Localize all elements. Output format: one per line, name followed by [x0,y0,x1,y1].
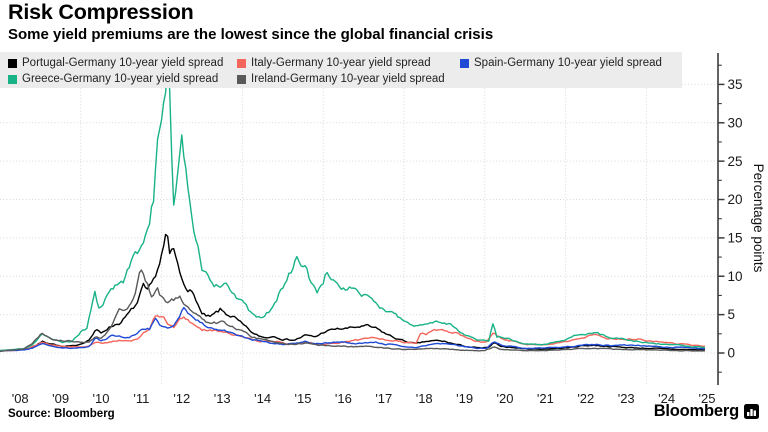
x-tick-label: '12 [173,391,190,406]
x-tick-label: '14 [254,391,271,406]
brand-mark: Bloomberg [654,402,759,421]
x-tick-label: '25 [699,391,716,406]
x-tick-label: '20 [497,391,514,406]
legend-swatch-greece [8,74,17,84]
legend-swatch-ireland [237,74,246,84]
page-title: Risk Compression [8,0,194,24]
x-tick-label: '22 [577,391,594,406]
y-tick-label: 10 [728,269,743,284]
y-tick-label: 20 [728,192,743,207]
line-portugal [0,233,705,352]
legend-item-portugal: Portugal-Germany 10-year yield spread [8,56,223,70]
x-tick-label: '15 [295,391,312,406]
x-tick-label: '09 [52,391,69,406]
brand-wordmark: Bloomberg [653,402,739,420]
x-tick-label: '13 [214,391,231,406]
y-tick-label: 0 [728,346,736,361]
x-tick-label: '21 [537,391,554,406]
line-italy [0,315,706,352]
legend-item-italy: Italy-Germany 10-year yield spread [237,56,431,70]
x-tick-label: '24 [658,391,675,406]
line-greece [0,60,706,352]
y-tick-label: 25 [728,154,743,169]
x-tick-label: '11 [133,391,149,406]
legend-label: Greece-Germany 10-year yield spread [22,73,219,85]
chart-subtitle: Some yield premiums are the lowest since… [8,26,494,43]
x-tick-label: '19 [456,391,473,406]
line-ireland [0,269,706,352]
legend-label: Spain-Germany 10-year yield spread [474,57,662,69]
x-axis-labels: '08 '09 '10 '11 '12 '13 '14 '15 '16 '17 '18 '19 '20 '… [12,391,716,406]
y-tick-label: 35 [728,77,743,92]
series-lines [0,60,706,352]
y-axis-title: Percentage points [751,164,766,273]
legend-label: Italy-Germany 10-year yield spread [251,57,431,69]
legend-item-greece: Greece-Germany 10-year yield spread [8,72,218,86]
line-spain [0,306,706,352]
y-tick-label: 5 [728,307,736,322]
x-tick-label: '23 [618,391,635,406]
legend-swatch-spain [460,58,469,68]
y-axis: 0 5 10 15 20 25 30 35 Percentage points [717,53,766,385]
legend-label: Portugal-Germany 10-year yield spread [22,57,224,69]
legend-label: Ireland-Germany 10-year yield spread [251,73,445,85]
legend-item-spain: Spain-Germany 10-year yield spread [460,56,662,70]
legend-item-ireland: Ireland-Germany 10-year yield spread [237,72,445,86]
legend-swatch-italy [237,58,246,68]
bloomberg-logo-icon [744,404,759,419]
x-tick-label: '08 [12,391,29,406]
y-tick-label: 15 [728,230,743,245]
x-tick-label: '16 [335,391,352,406]
source-note: Source: Bloomberg [8,408,115,420]
x-tick-label: '10 [93,391,110,406]
x-tick-label: '17 [375,391,392,406]
gridlines [0,53,718,385]
chart-legend: Portugal-Germany 10-year yield spread Ita… [0,52,682,88]
x-tick-label: '18 [416,391,433,406]
y-tick-label: 30 [728,115,743,130]
legend-swatch-portugal [8,58,17,68]
